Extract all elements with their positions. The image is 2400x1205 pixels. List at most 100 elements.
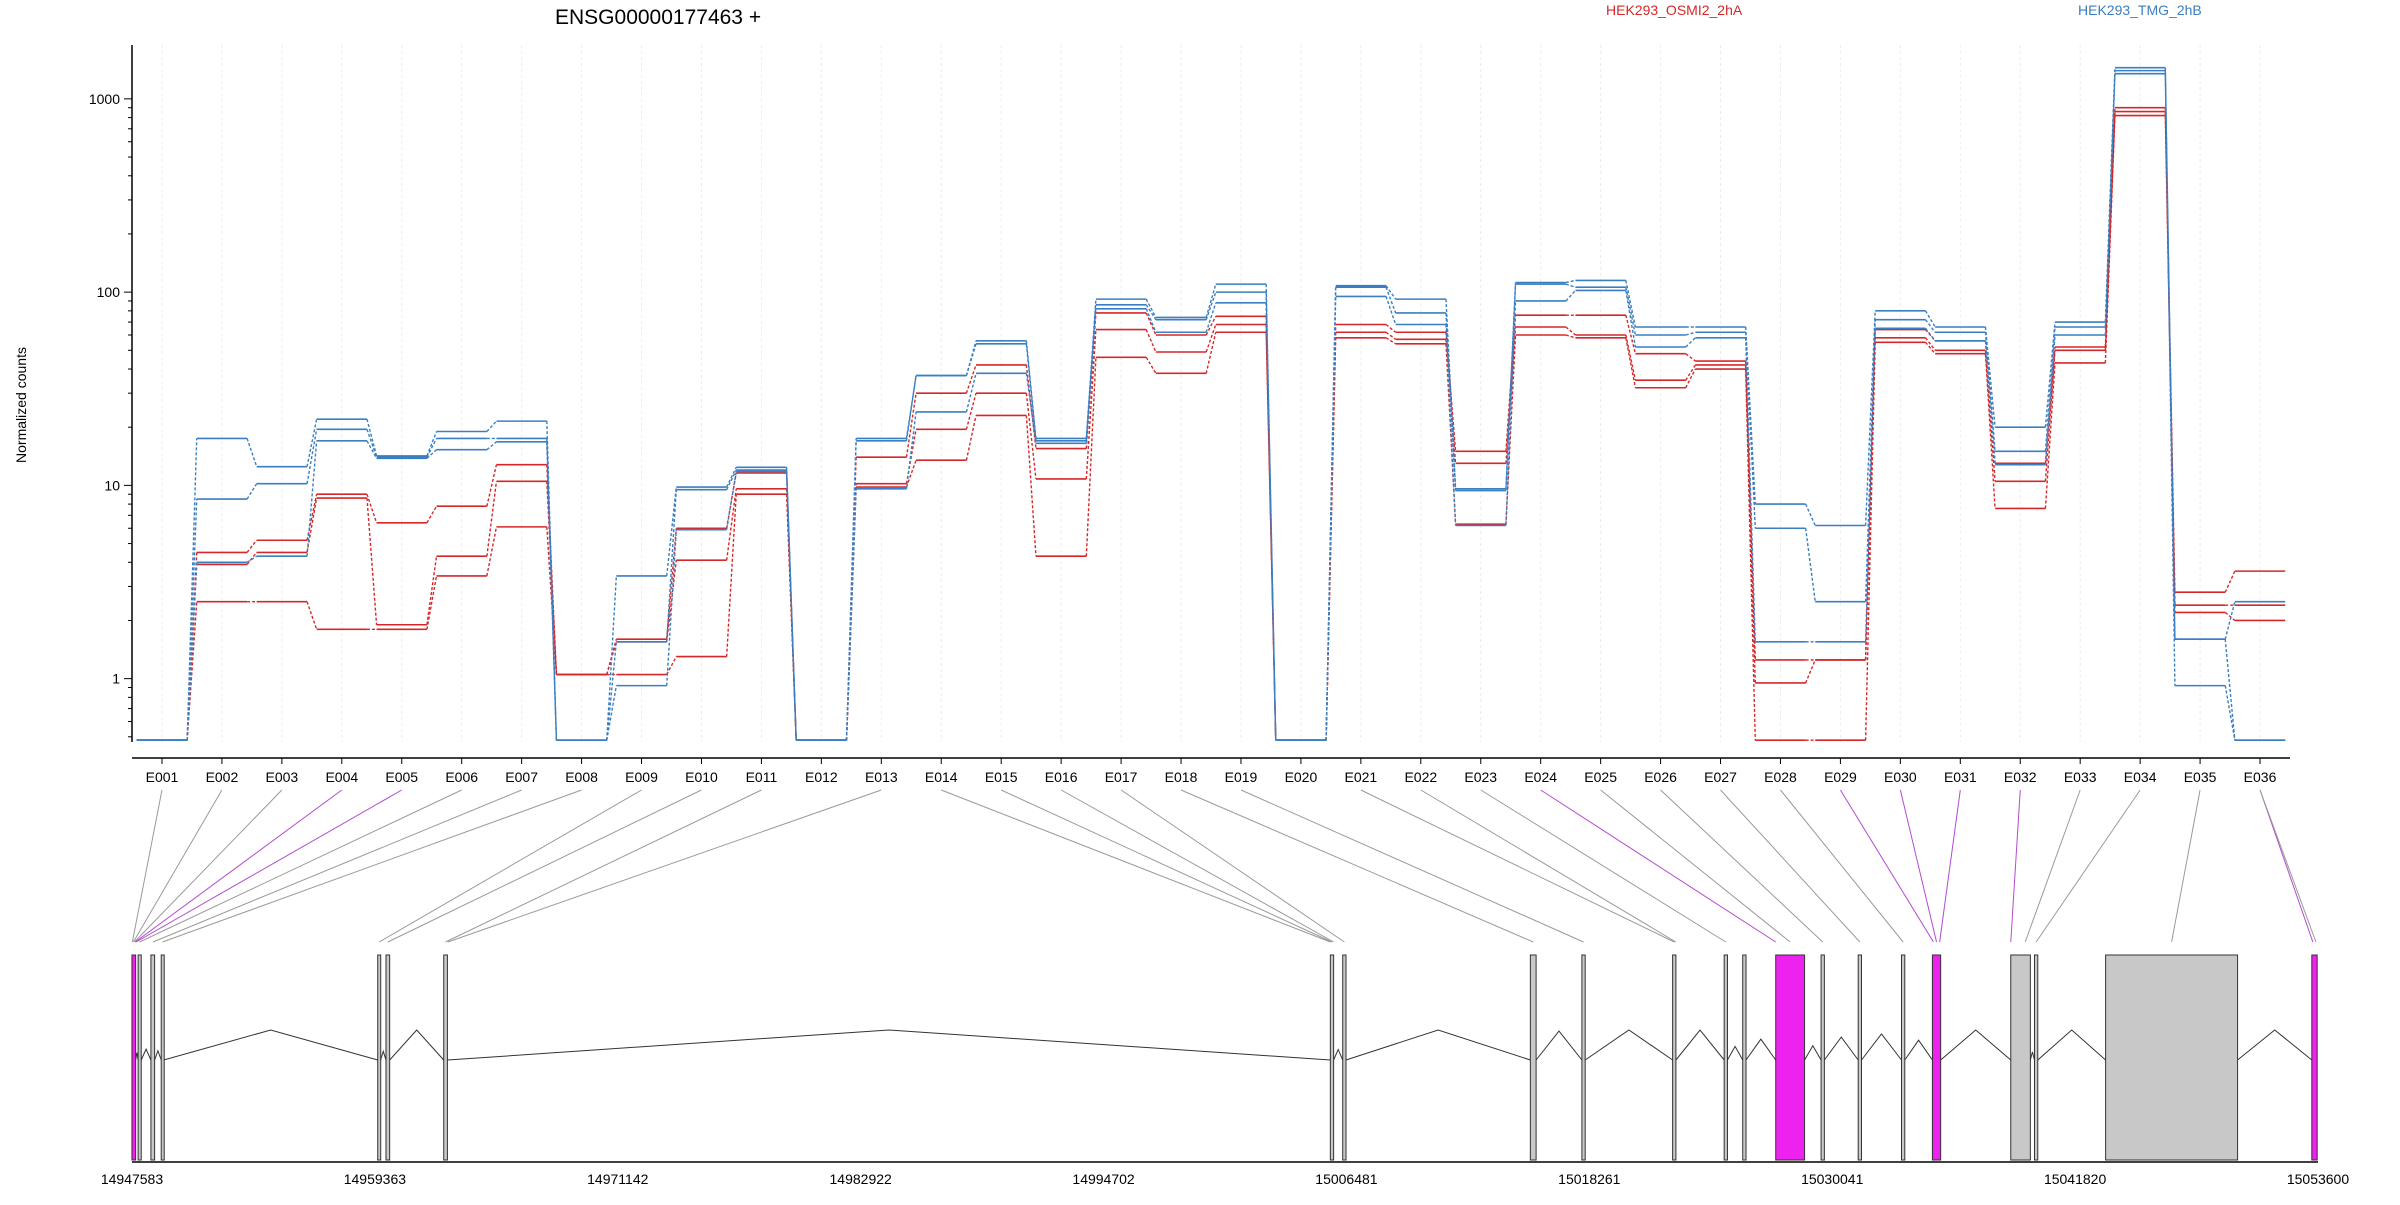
series-connector <box>1804 528 1816 602</box>
series-connector <box>965 392 977 430</box>
series-connector <box>1025 373 1037 444</box>
series-connector <box>666 486 677 576</box>
series-connector <box>1984 326 1996 428</box>
coordinate-label: 14982922 <box>830 1171 893 1187</box>
series-connector <box>1145 356 1157 374</box>
y-tick-label: 100 <box>97 284 121 300</box>
series-line <box>136 114 2286 742</box>
y-axis-label: Normalized counts <box>13 347 29 463</box>
exon-connector <box>134 789 283 943</box>
series-connector <box>1505 300 1517 526</box>
series-layer <box>136 66 2286 742</box>
series-connector <box>1805 503 1816 526</box>
series-connector <box>306 494 318 541</box>
exon-connector <box>1240 789 1584 943</box>
intron-line <box>1861 1033 1902 1061</box>
intron-line <box>154 1049 162 1061</box>
intron-line <box>380 1049 387 1061</box>
series-connector <box>666 560 677 642</box>
exon-connector <box>2024 789 2081 943</box>
series-connector <box>186 552 198 741</box>
exon-label-e001: E001 <box>146 769 179 785</box>
series-connector <box>366 419 378 457</box>
exon-block <box>1857 954 1862 1161</box>
series-connector <box>1205 315 1217 336</box>
series-connector <box>1925 329 1936 342</box>
series-connector <box>1925 341 1936 355</box>
series-line <box>136 110 2286 742</box>
series-connector <box>606 639 618 675</box>
exon-connector <box>1060 789 1334 943</box>
series-line <box>136 106 2286 742</box>
intron-line <box>1345 1029 1531 1061</box>
intron-line <box>447 1029 1331 1061</box>
exon-connector <box>131 789 163 943</box>
exon-connector <box>1839 789 1934 943</box>
series-connector <box>1205 332 1217 374</box>
intron-line <box>389 1029 445 1061</box>
series-connector <box>426 438 438 458</box>
series-connector <box>1565 283 1576 288</box>
series-connector <box>306 429 318 484</box>
series-connector <box>905 411 917 489</box>
series-connector <box>2224 570 2236 593</box>
series-connector <box>366 497 378 625</box>
series-connector <box>725 488 737 561</box>
exon-block <box>160 954 165 1161</box>
series-connector <box>1984 340 1996 465</box>
series-connector <box>1625 287 1637 336</box>
exon-connector <box>1480 789 1727 943</box>
coordinate-label: 14971142 <box>587 1171 648 1187</box>
series-connector <box>726 467 737 488</box>
series-connector <box>306 419 318 467</box>
series-connector <box>905 375 917 439</box>
series-connector <box>246 539 258 553</box>
exon-connector-lines <box>131 789 2317 943</box>
series-connector <box>1745 364 1756 683</box>
series-line <box>136 66 2286 742</box>
series-connector <box>306 440 318 557</box>
series-connector <box>1625 290 1637 348</box>
exon-connector <box>139 789 462 943</box>
series-connector <box>486 481 498 557</box>
exon-block <box>2033 954 2039 1161</box>
series-connector <box>2224 685 2236 741</box>
series-connector <box>1625 334 1637 381</box>
exon-block <box>137 954 142 1161</box>
series-connector <box>1205 302 1217 333</box>
series-connector <box>2224 611 2236 621</box>
chart-title: ENSG00000177463 + <box>555 6 761 29</box>
series-connector <box>426 449 437 459</box>
series-line <box>136 69 2286 742</box>
exon-label-e015: E015 <box>985 769 1018 785</box>
series-connector <box>1025 415 1037 557</box>
coordinate-label: 15030041 <box>1801 1171 1864 1187</box>
series-connector <box>186 601 198 741</box>
exon-block <box>2105 954 2239 1161</box>
exon-label-e035: E035 <box>2184 769 2217 785</box>
series-connector <box>1085 357 1097 557</box>
exon-block <box>1742 954 1747 1161</box>
series-connector <box>1924 310 1936 328</box>
y-tick-label: 10 <box>104 477 120 493</box>
series-connector <box>486 420 497 432</box>
series-connector <box>1385 331 1397 340</box>
exon-label-e003: E003 <box>266 769 299 785</box>
exon-label-e023: E023 <box>1464 769 1497 785</box>
series-connector <box>1685 331 1696 336</box>
exon-label-e030: E030 <box>1884 769 1917 785</box>
exon-connector <box>2259 789 2317 943</box>
series-connector <box>1385 337 1397 345</box>
series-connector <box>1445 343 1457 525</box>
series-connector <box>426 505 438 524</box>
gene-model <box>131 954 2318 1161</box>
series-connector <box>1385 296 1397 325</box>
exon-connector <box>387 789 702 943</box>
intron-line <box>1584 1029 1673 1061</box>
exon-connector <box>135 789 402 943</box>
series-connector <box>606 641 618 741</box>
intron-line <box>1745 1038 1777 1061</box>
exon-block <box>2010 954 2031 1161</box>
